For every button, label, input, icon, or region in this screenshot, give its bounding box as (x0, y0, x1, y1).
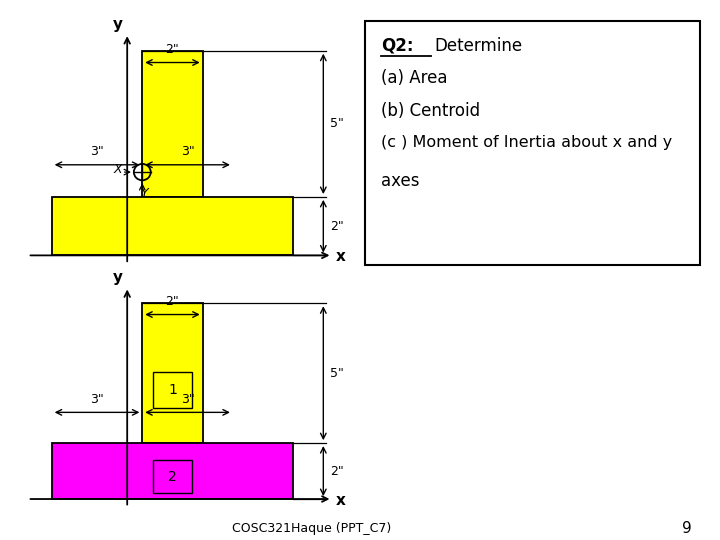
Text: x: x (336, 249, 346, 265)
Text: 2": 2" (330, 220, 343, 233)
Text: y: y (113, 270, 123, 285)
Text: 3": 3" (181, 393, 194, 406)
Text: 5": 5" (330, 117, 344, 130)
Text: (a) Area: (a) Area (381, 70, 447, 87)
Text: 3": 3" (181, 145, 194, 158)
Bar (143, 51, 202, 197)
FancyBboxPatch shape (153, 372, 192, 408)
Text: axes: axes (381, 172, 419, 190)
Text: 3": 3" (90, 145, 104, 158)
FancyBboxPatch shape (365, 21, 701, 265)
Text: (c ) Moment of Inertia about x and y: (c ) Moment of Inertia about x and y (381, 136, 672, 151)
Text: 2": 2" (166, 43, 179, 56)
Text: Y: Y (140, 187, 148, 200)
Text: COSC321Haque (PPT_C7): COSC321Haque (PPT_C7) (232, 522, 391, 535)
Text: 5": 5" (330, 367, 344, 380)
Bar (52, 443, 293, 499)
Text: Q2:: Q2: (381, 37, 413, 55)
Text: 2: 2 (168, 470, 177, 484)
Text: 9: 9 (682, 521, 692, 536)
Text: 2": 2" (330, 464, 343, 477)
Text: X: X (113, 163, 122, 176)
Bar (52, 197, 293, 255)
Text: 3": 3" (90, 393, 104, 406)
Text: y: y (113, 17, 123, 32)
Text: 2": 2" (166, 295, 179, 308)
Text: (b) Centroid: (b) Centroid (381, 103, 480, 120)
Text: Determine: Determine (434, 37, 523, 55)
Text: x: x (336, 493, 346, 508)
FancyBboxPatch shape (153, 460, 192, 494)
Bar (143, 303, 202, 443)
Text: 1: 1 (168, 383, 177, 397)
